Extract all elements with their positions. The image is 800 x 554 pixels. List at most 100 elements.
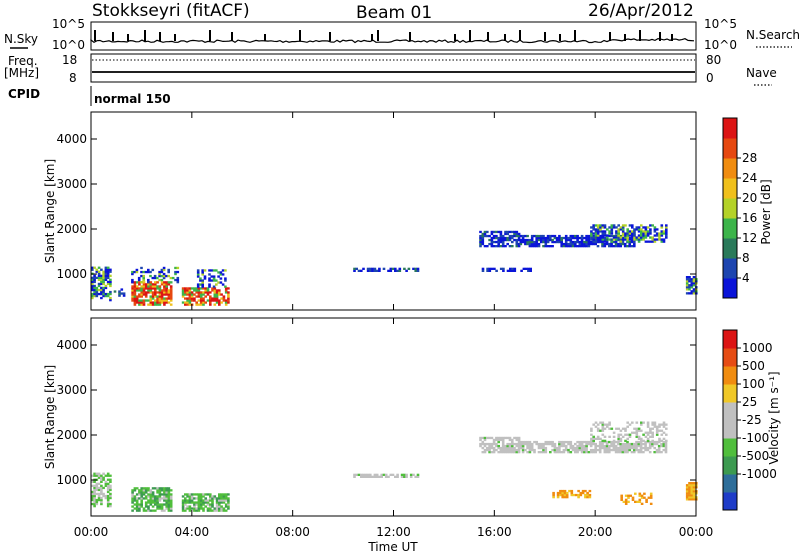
range-gate-cell — [511, 446, 514, 450]
range-gate-cell — [490, 242, 494, 246]
range-gate-cell — [104, 286, 108, 290]
range-gate-cell — [610, 444, 613, 448]
range-gate-cell — [633, 230, 636, 233]
range-gate-cell — [490, 451, 494, 454]
range-gate-cell — [131, 497, 134, 500]
range-gate-cell — [601, 234, 605, 237]
range-gate-cell — [639, 440, 643, 444]
range-gate-cell — [165, 487, 168, 490]
range-gate-cell — [506, 444, 509, 448]
range-gate-cell — [199, 295, 203, 298]
range-gate-cell — [584, 496, 587, 499]
range-gate-cell — [208, 285, 211, 288]
range-gate-cell — [619, 429, 623, 432]
range-gate-cell — [653, 446, 656, 450]
range-gate-cell — [614, 236, 618, 240]
range-gate-cell — [589, 442, 593, 446]
range-gate-cell — [598, 440, 602, 444]
range-gate-cell — [537, 442, 541, 446]
range-gate-cell — [572, 493, 576, 497]
range-gate-cell — [690, 280, 694, 283]
range-gate-cell — [162, 266, 166, 270]
range-gate-cell — [195, 303, 198, 306]
range-gate-cell — [519, 240, 523, 244]
range-gate-cell — [106, 474, 110, 477]
colorbar-segment — [723, 330, 737, 349]
range-gate-cell — [224, 301, 228, 304]
range-gate-cell — [535, 440, 538, 444]
range-gate-cell — [662, 230, 666, 233]
range-gate-cell — [109, 299, 112, 302]
range-gate-cell — [151, 487, 155, 490]
range-gate-cell — [147, 487, 150, 490]
range-gate-cell — [353, 267, 356, 270]
range-gate-cell — [479, 230, 482, 234]
range-gate-cell — [109, 292, 112, 296]
colorbar-segment — [723, 198, 737, 219]
range-gate-cell — [158, 291, 162, 294]
range-gate-cell — [651, 442, 654, 446]
range-gate-cell — [106, 266, 110, 269]
range-gate-cell — [167, 487, 171, 490]
range-gate-cell — [167, 497, 171, 500]
range-gate-cell — [620, 498, 623, 501]
range-gate-cell — [524, 440, 527, 444]
range-gate-cell — [133, 507, 137, 510]
range-gate-cell — [633, 234, 636, 237]
range-gate-cell — [504, 236, 507, 240]
range-gate-cell — [227, 299, 230, 302]
range-gate-cell — [188, 291, 192, 294]
range-gate-cell — [167, 301, 171, 304]
range-gate-cell — [209, 301, 212, 304]
range-gate-cell — [589, 451, 593, 454]
range-gate-cell — [197, 289, 201, 292]
cpid-label: CPID — [8, 87, 40, 101]
range-gate-cell — [220, 507, 223, 510]
range-gate-cell — [138, 283, 141, 286]
range-gate-cell — [594, 228, 598, 231]
range-gate-cell — [509, 269, 512, 272]
range-gate-cell — [186, 301, 189, 304]
range-gate-cell — [495, 230, 498, 234]
range-gate-cell — [490, 245, 494, 248]
range-gate-cell — [144, 509, 148, 512]
range-gate-cell — [109, 278, 112, 281]
range-gate-cell — [135, 507, 139, 510]
range-gate-cell — [488, 436, 491, 440]
range-gate-cell — [158, 499, 162, 502]
range-gate-cell — [542, 245, 545, 248]
range-gate-cell — [142, 497, 146, 500]
range-gate-cell — [211, 501, 214, 504]
range-gate-cell — [366, 269, 370, 272]
range-gate-cell — [220, 505, 223, 508]
range-gate-cell — [100, 502, 103, 506]
range-gate-cell — [560, 242, 563, 246]
range-gate-cell — [692, 490, 696, 493]
range-gate-cell — [135, 287, 139, 290]
range-gate-cell — [499, 238, 503, 242]
range-gate-cell — [97, 496, 101, 500]
range-gate-cell — [140, 299, 143, 302]
range-gate-cell — [643, 496, 646, 499]
range-gate-cell — [511, 448, 514, 452]
range-gate-cell — [211, 495, 214, 498]
range-gate-cell — [628, 444, 631, 448]
range-gate-cell — [495, 245, 498, 248]
range-gate-cell — [637, 228, 641, 231]
range-gate-cell — [97, 278, 101, 281]
range-gate-cell — [603, 234, 607, 237]
range-gate-cell — [631, 224, 634, 227]
range-gate-cell — [91, 484, 94, 487]
range-gate-cell — [142, 299, 146, 302]
range-gate-cell — [631, 421, 634, 424]
range-gate-cell — [169, 499, 173, 502]
colorbar-tick-label: -1000 — [742, 467, 777, 481]
range-gate-cell — [140, 505, 143, 508]
range-gate-cell — [644, 435, 648, 438]
range-gate-cell — [91, 286, 94, 290]
range-gate-cell — [186, 303, 189, 306]
range-gate-cell — [608, 245, 611, 248]
range-gate-cell — [190, 295, 194, 298]
range-gate-cell — [515, 438, 519, 442]
range-gate-cell — [635, 433, 639, 436]
